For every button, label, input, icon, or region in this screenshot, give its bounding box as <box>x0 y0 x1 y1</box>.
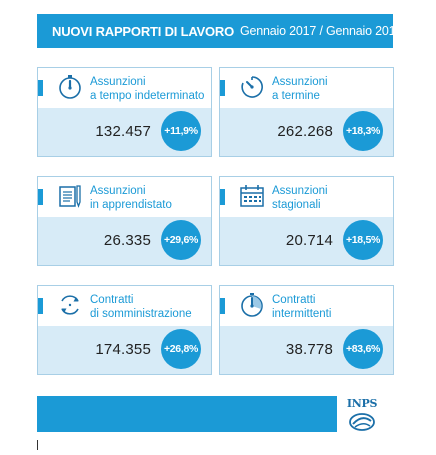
card-tab <box>38 298 43 314</box>
card-label: Contratti di somministrazione <box>90 294 192 320</box>
card-tab <box>220 80 225 96</box>
card-value: 262.268 <box>277 123 333 140</box>
period-label: Gennaio 2017 / Gennaio 2018 <box>240 24 403 38</box>
gauge-icon <box>239 292 265 318</box>
cycle-arrows-icon <box>57 292 83 318</box>
card-label: Assunzioni in apprendistato <box>90 185 172 211</box>
timer-icon <box>239 74 265 100</box>
card-tab <box>38 80 43 96</box>
change-badge: +29,6% <box>161 220 201 260</box>
change-badge: +18,3% <box>343 111 383 151</box>
notepad-pencil-icon <box>57 183 83 209</box>
card-value: 26.335 <box>103 232 151 249</box>
divider-tick <box>37 440 38 450</box>
card-value: 174.355 <box>95 341 151 358</box>
logo-text: INPS <box>346 397 378 410</box>
card-label: Contratti intermittenti <box>272 294 332 320</box>
card-bottom: 20.714 +18,5% <box>220 217 393 265</box>
card-tab <box>220 189 225 205</box>
card-bottom: 26.335 +29,6% <box>38 217 211 265</box>
card-bottom: 38.778 +83,6% <box>220 326 393 374</box>
calendar-icon <box>239 183 265 209</box>
page-title: NUOVI RAPPORTI DI LAVORO <box>52 23 235 39</box>
card-label: Assunzioni a termine <box>272 76 328 102</box>
card-bottom: 262.268 +18,3% <box>220 108 393 156</box>
card-label: Assunzioni a tempo indeterminato <box>90 76 205 102</box>
card-value: 38.778 <box>285 341 333 358</box>
card-value: 20.714 <box>285 232 333 249</box>
card-value: 132.457 <box>95 123 151 140</box>
card-apprendistato: Assunzioni in apprendistato 26.335 +29,6… <box>37 176 212 266</box>
card-somministrazione: Contratti di somministrazione 174.355 +2… <box>37 285 212 375</box>
footer-bar <box>37 396 337 432</box>
card-tab <box>38 189 43 205</box>
card-termine: Assunzioni a termine 262.268 +18,3% <box>219 67 394 157</box>
card-label: Assunzioni stagionali <box>272 185 328 211</box>
title-bar: NUOVI RAPPORTI DI LAVORO Gennaio 2017 / … <box>37 14 402 48</box>
change-badge: +18,5% <box>343 220 383 260</box>
change-badge: +83,6% <box>343 329 383 369</box>
card-bottom: 132.457 +11,9% <box>38 108 211 156</box>
logo-emblem-icon <box>349 413 375 431</box>
card-intermittenti: Contratti intermittenti 38.778 +83,6% <box>219 285 394 375</box>
stopwatch-icon <box>57 74 83 100</box>
card-stagionali: Assunzioni stagionali 20.714 +18,5% <box>219 176 394 266</box>
change-badge: +26,8% <box>161 329 201 369</box>
inps-logo: INPS <box>344 397 380 439</box>
card-tempo-indeterminato: Assunzioni a tempo indeterminato 132.457… <box>37 67 212 157</box>
change-badge: +11,9% <box>161 111 201 151</box>
card-bottom: 174.355 +26,8% <box>38 326 211 374</box>
card-tab <box>220 298 225 314</box>
